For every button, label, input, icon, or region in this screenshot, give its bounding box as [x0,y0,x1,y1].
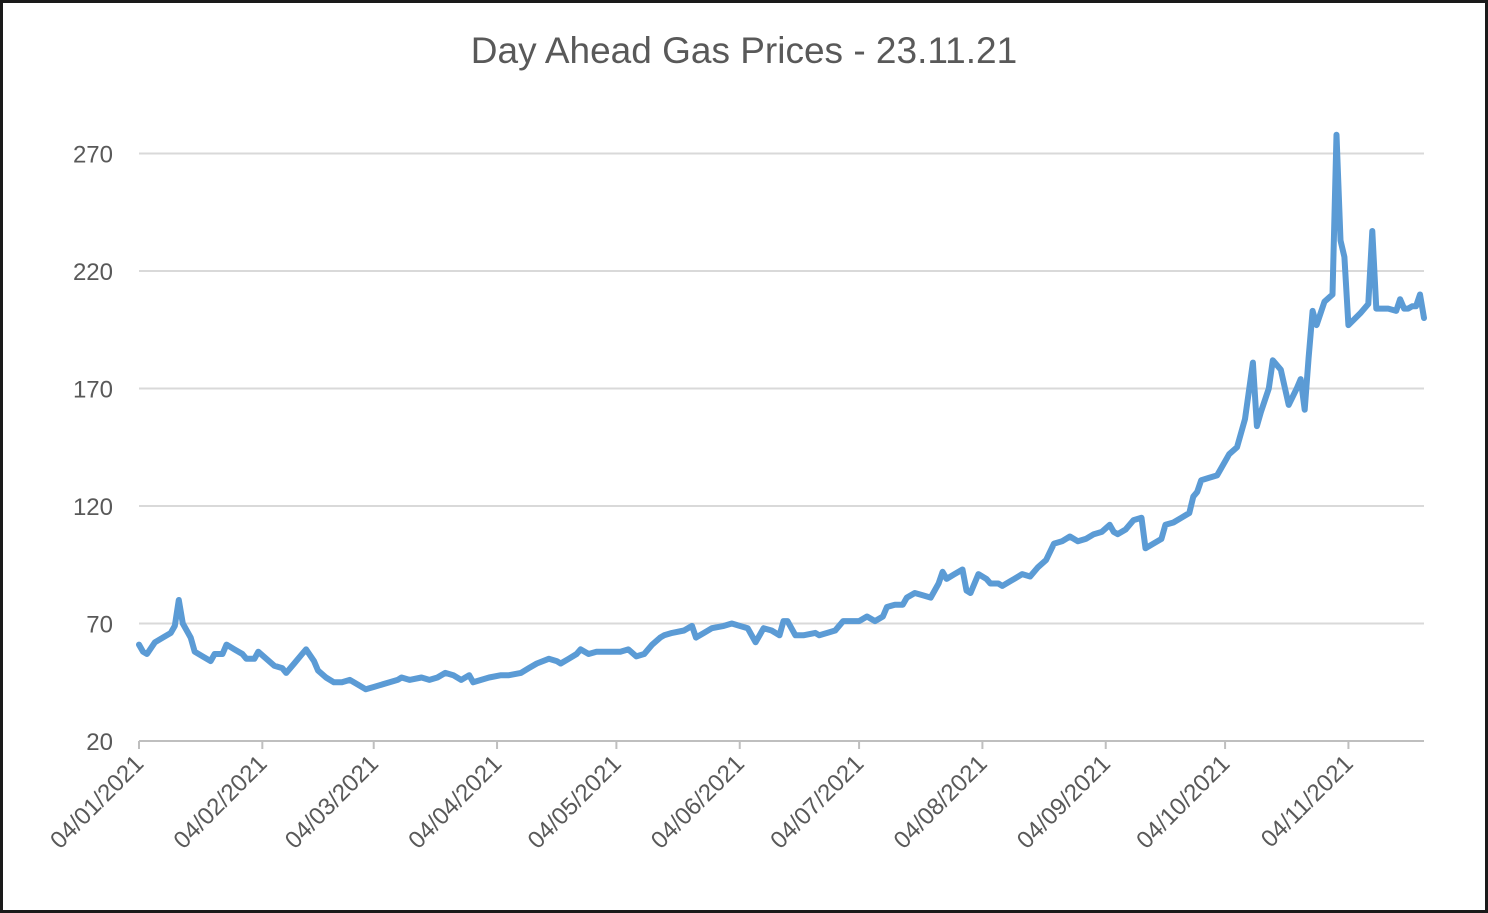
x-tick-label: 04/01/2021 [45,750,149,854]
x-tick-label: 04/05/2021 [523,750,627,854]
series-layer [136,131,1427,693]
y-axis-ticks: 20 70 120 170 220 270 [73,142,113,757]
x-tick-label: 04/03/2021 [280,750,384,854]
chart-title: Day Ahead Gas Prices - 23.11.21 [470,30,1018,71]
y-tick-label: 20 [86,729,113,756]
x-tick-label: 04/04/2021 [403,750,507,854]
x-tick-label: 04/10/2021 [1131,750,1235,854]
x-tick-label: 04/06/2021 [646,750,750,854]
x-tick-label: 04/07/2021 [765,750,869,854]
x-axis-ticks: 04/01/2021 04/02/2021 04/03/2021 04/04/2021… [45,741,1359,854]
y-tick-label: 220 [73,259,113,286]
series-line-0 [136,131,1427,693]
y-tick-label: 120 [73,494,113,521]
y-tick-label: 170 [73,377,113,404]
x-tick-label: 04/09/2021 [1012,750,1116,854]
y-tick-label: 70 [86,612,113,639]
gridlines [139,152,1424,625]
y-tick-label: 270 [73,142,113,169]
x-tick-label: 04/11/2021 [1256,750,1359,853]
x-tick-label: 04/02/2021 [169,750,273,854]
x-tick-label: 04/08/2021 [889,750,993,854]
